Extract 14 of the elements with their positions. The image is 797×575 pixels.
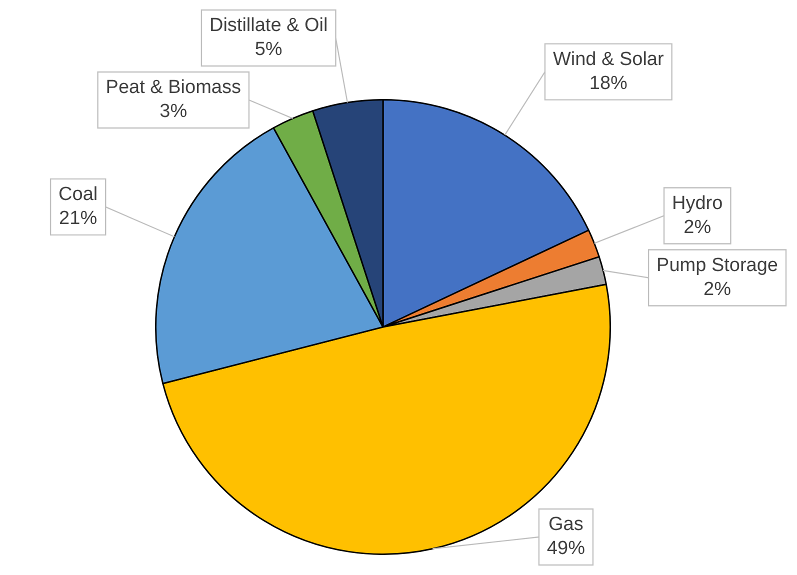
data-label: 2% (704, 278, 732, 300)
slice-label: Gas (548, 514, 584, 536)
data-label: 3% (160, 101, 188, 122)
data-label: 21% (59, 208, 98, 230)
slice-label: Pump Storage (656, 254, 778, 276)
data-label: 18% (589, 73, 628, 94)
slice-label: Distillate & Oil (209, 15, 328, 36)
data-label: 49% (546, 538, 586, 560)
slice-label: Wind & Solar (552, 49, 664, 70)
slice-label: Coal (58, 184, 98, 206)
slice-label: Peat & Biomass (106, 77, 241, 98)
data-label: 5% (254, 39, 282, 60)
data-label: 2% (684, 216, 712, 238)
slice-label: Hydro (672, 192, 723, 214)
